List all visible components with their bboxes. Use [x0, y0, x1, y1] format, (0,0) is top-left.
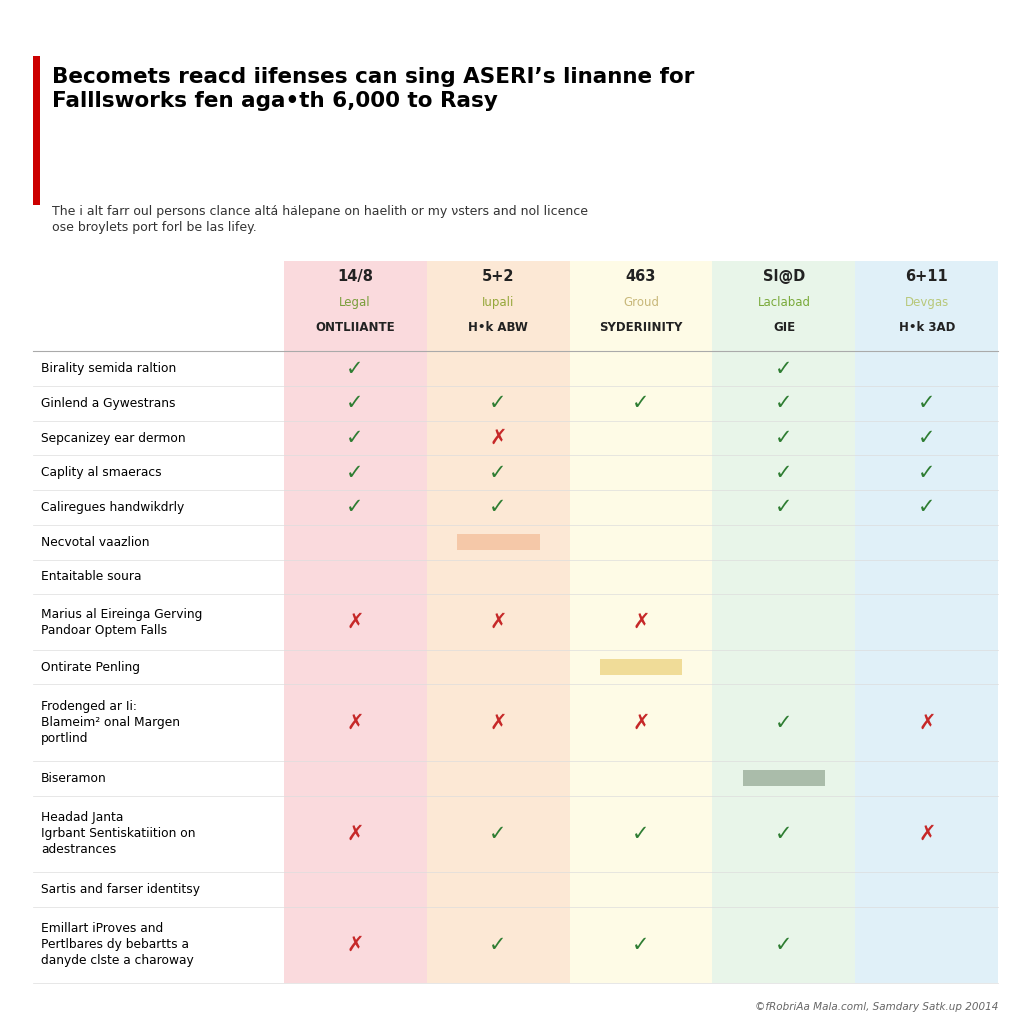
Text: ✓: ✓: [775, 823, 793, 844]
Text: Laclabad: Laclabad: [758, 296, 810, 309]
Text: Necvotal vaazlion: Necvotal vaazlion: [41, 536, 150, 549]
Text: Caplity al smaeracs: Caplity al smaeracs: [41, 466, 162, 479]
Bar: [713, 261, 855, 983]
Bar: [855, 261, 998, 983]
Text: Becomets reacd iifenses can sing ASERI’s linanne for
Falllsworks fen aga•th 6,00: Becomets reacd iifenses can sing ASERI’s…: [52, 67, 694, 111]
Text: GIE: GIE: [773, 321, 795, 334]
Text: ✓: ✓: [346, 463, 364, 482]
Bar: [284, 261, 427, 983]
Text: Headad Janta
Igrbant Sentiskatiition on
adestrances: Headad Janta Igrbant Sentiskatiition on …: [41, 811, 196, 856]
Text: Ontirate Penling: Ontirate Penling: [41, 660, 140, 674]
Text: ✓: ✓: [919, 463, 936, 482]
Text: ✓: ✓: [775, 358, 793, 379]
Text: ✓: ✓: [632, 823, 650, 844]
Text: H•k 3AD: H•k 3AD: [899, 321, 955, 334]
Text: ✗: ✗: [919, 823, 936, 844]
Text: Iupali: Iupali: [482, 296, 514, 309]
Text: The i alt farr oul persons clance altá hȧlepane on haelith or my νsters and nol: The i alt farr oul persons clance altá h…: [52, 205, 588, 233]
Text: ✓: ✓: [346, 428, 364, 449]
Text: Birality semida raltion: Birality semida raltion: [41, 362, 176, 375]
Text: Marius al Eireinga Gerving
Pandoar Optem Falls: Marius al Eireinga Gerving Pandoar Optem…: [41, 607, 203, 637]
Text: ✗: ✗: [346, 823, 364, 844]
Text: ✗: ✗: [632, 612, 650, 632]
Text: Ginlend a Gywestrans: Ginlend a Gywestrans: [41, 397, 175, 410]
Text: ✗: ✗: [346, 713, 364, 733]
Text: ✗: ✗: [346, 935, 364, 954]
Text: Emillart iProves and
Pertlbares dy bebartts a
danyde clste a charoway: Emillart iProves and Pertlbares dy bebar…: [41, 923, 194, 968]
Text: 463: 463: [626, 269, 656, 285]
Text: ✓: ✓: [775, 713, 793, 733]
Text: ✓: ✓: [346, 358, 364, 379]
Text: Caliregues handwikdrly: Caliregues handwikdrly: [41, 501, 184, 514]
Text: ✗: ✗: [489, 612, 507, 632]
Text: ©fRobriAa Mala.coml, Samdary Satk.up 20014: ©fRobriAa Mala.coml, Samdary Satk.up 200…: [755, 1001, 998, 1012]
Text: ✗: ✗: [489, 713, 507, 733]
Text: Sl@D: Sl@D: [763, 269, 805, 285]
Text: ✓: ✓: [775, 428, 793, 449]
Text: ✓: ✓: [919, 393, 936, 414]
Text: ✓: ✓: [775, 935, 793, 954]
Bar: [33, 56, 40, 205]
Text: Legal: Legal: [339, 296, 371, 309]
Text: ✓: ✓: [489, 935, 507, 954]
Text: ✗: ✗: [346, 612, 364, 632]
Text: ✓: ✓: [919, 498, 936, 517]
Text: ✓: ✓: [346, 498, 364, 517]
Text: ✗: ✗: [489, 428, 507, 449]
Text: ✓: ✓: [489, 463, 507, 482]
Text: Biseramon: Biseramon: [41, 772, 106, 784]
Bar: [427, 261, 569, 983]
Text: Sartis and farser identitsy: Sartis and farser identitsy: [41, 883, 200, 896]
Text: ONTLIIANTE: ONTLIIANTE: [315, 321, 395, 334]
Text: ✓: ✓: [489, 498, 507, 517]
Text: Entaitable soura: Entaitable soura: [41, 570, 141, 584]
Text: 6+11: 6+11: [905, 269, 948, 285]
Bar: [457, 535, 540, 550]
Text: Sepcanizey ear dermon: Sepcanizey ear dermon: [41, 431, 185, 444]
Text: ✓: ✓: [632, 935, 650, 954]
Text: Devgas: Devgas: [905, 296, 949, 309]
Text: ✗: ✗: [919, 713, 936, 733]
Text: ✓: ✓: [775, 463, 793, 482]
Text: Frodenged ar Ii:
Blameim² onal Margen
portlind: Frodenged ar Ii: Blameim² onal Margen po…: [41, 700, 180, 745]
Text: ✓: ✓: [775, 393, 793, 414]
Text: 5+2: 5+2: [482, 269, 514, 285]
Text: ✓: ✓: [632, 393, 650, 414]
Text: H•k ABW: H•k ABW: [468, 321, 528, 334]
Text: SYDERIINITY: SYDERIINITY: [599, 321, 683, 334]
Text: ✓: ✓: [489, 393, 507, 414]
Bar: [600, 659, 682, 675]
Text: ✓: ✓: [489, 823, 507, 844]
Text: Groud: Groud: [623, 296, 659, 309]
Text: ✗: ✗: [632, 713, 650, 733]
Text: ✓: ✓: [919, 428, 936, 449]
Text: 14/8: 14/8: [337, 269, 373, 285]
Bar: [569, 261, 713, 983]
Bar: [742, 770, 825, 786]
Text: ✓: ✓: [346, 393, 364, 414]
Text: ✓: ✓: [775, 498, 793, 517]
